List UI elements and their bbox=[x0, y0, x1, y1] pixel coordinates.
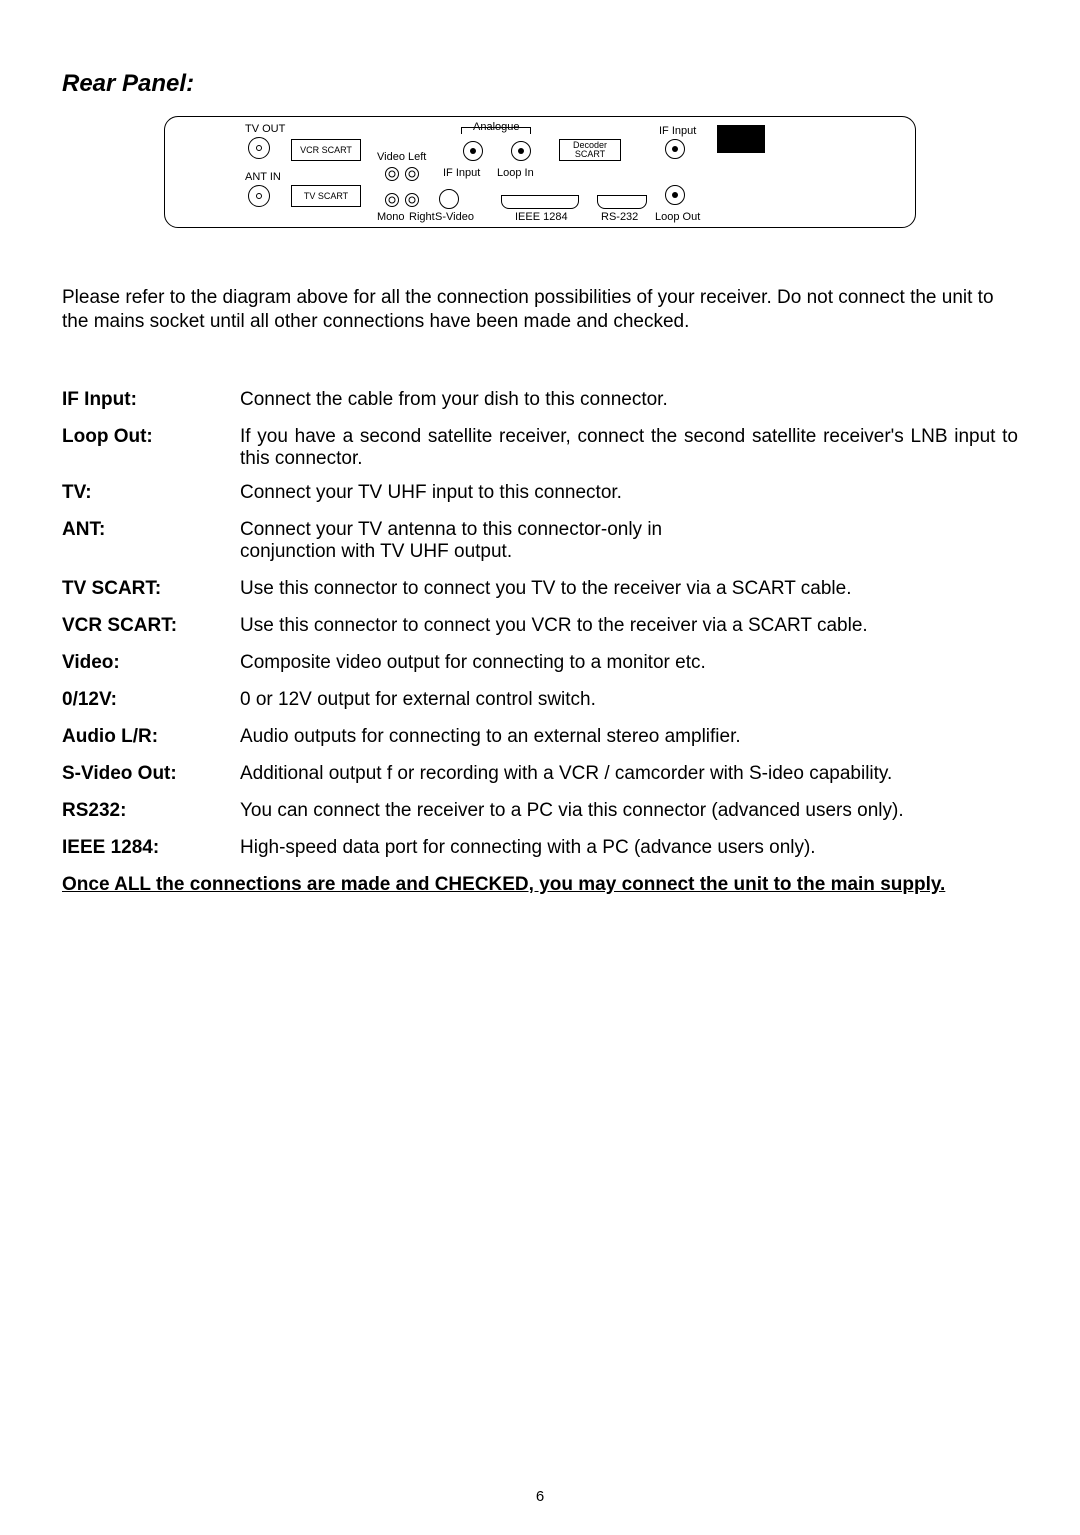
def-tvscart: TV SCART: Use this connector to connect … bbox=[62, 578, 1018, 600]
def-ifinput: IF Input: Connect the cable from your di… bbox=[62, 389, 1018, 411]
label-ieee: IEEE 1284 bbox=[515, 211, 568, 223]
rear-panel-diagram: TV OUT ANT IN VCR SCART TV SCART Video L… bbox=[164, 116, 916, 228]
port-analogue-2 bbox=[511, 141, 531, 161]
desc: Additional output f or recording with a … bbox=[240, 763, 1018, 785]
def-svideo: S-Video Out: Additional output f or reco… bbox=[62, 763, 1018, 785]
label-loopin: Loop In bbox=[497, 167, 534, 179]
label-tvout: TV OUT bbox=[245, 123, 285, 135]
port-vcrscart: VCR SCART bbox=[291, 139, 361, 161]
label-mono: Mono bbox=[377, 211, 405, 223]
label-antin: ANT IN bbox=[245, 171, 281, 183]
label-svideo: S-Video bbox=[435, 211, 474, 223]
term: Loop Out: bbox=[62, 426, 240, 448]
desc: High-speed data port for connecting with… bbox=[240, 837, 1018, 859]
desc: Connect your TV antenna to this connecto… bbox=[240, 519, 760, 563]
port-svideo bbox=[439, 189, 459, 209]
def-tv: TV: Connect your TV UHF input to this co… bbox=[62, 482, 1018, 504]
label-ifinput-2: IF Input bbox=[659, 125, 696, 137]
desc: If you have a second satellite receiver,… bbox=[240, 426, 1018, 470]
label-left: Left bbox=[408, 151, 426, 163]
port-loopout bbox=[665, 185, 685, 205]
label-ifinput: IF Input bbox=[443, 167, 480, 179]
desc: Connect your TV UHF input to this connec… bbox=[240, 482, 1018, 504]
port-rs232 bbox=[597, 195, 647, 209]
footer-warning: Once ALL the connections are made and CH… bbox=[62, 874, 1018, 896]
port-decoder-scart: Decoder SCART bbox=[559, 139, 621, 161]
desc: Audio outputs for connecting to an exter… bbox=[240, 726, 1018, 748]
label-loopout: Loop Out bbox=[655, 211, 700, 223]
port-left bbox=[405, 167, 419, 181]
label-rs232: RS-232 bbox=[601, 211, 638, 223]
port-ieee bbox=[501, 195, 579, 209]
def-ant: ANT: Connect your TV antenna to this con… bbox=[62, 519, 1018, 563]
port-ifinput bbox=[665, 139, 685, 159]
def-012v: 0/12V: 0 or 12V output for external cont… bbox=[62, 689, 1018, 711]
def-rs232: RS232: You can connect the receiver to a… bbox=[62, 800, 1018, 822]
intro-text: Please refer to the diagram above for al… bbox=[62, 286, 1018, 335]
desc: You can connect the receiver to a PC via… bbox=[240, 800, 1018, 822]
def-ieee: IEEE 1284: High-speed data port for conn… bbox=[62, 837, 1018, 859]
desc: Connect the cable from your dish to this… bbox=[240, 389, 1018, 411]
port-mono bbox=[385, 193, 399, 207]
term: IF Input: bbox=[62, 389, 240, 411]
term: Video: bbox=[62, 652, 240, 674]
port-antin bbox=[248, 185, 270, 207]
desc: Composite video output for connecting to… bbox=[240, 652, 1018, 674]
term: ANT: bbox=[62, 519, 240, 541]
desc: 0 or 12V output for external control swi… bbox=[240, 689, 1018, 711]
section-title: Rear Panel: bbox=[62, 70, 1018, 98]
desc: Use this connector to connect you VCR to… bbox=[240, 615, 1018, 637]
definitions: IF Input: Connect the cable from your di… bbox=[62, 389, 1018, 859]
term: IEEE 1284: bbox=[62, 837, 240, 859]
def-video: Video: Composite video output for connec… bbox=[62, 652, 1018, 674]
page-number: 6 bbox=[0, 1488, 1080, 1505]
term: S-Video Out: bbox=[62, 763, 240, 785]
def-vcrscart: VCR SCART: Use this connector to connect… bbox=[62, 615, 1018, 637]
term: 0/12V: bbox=[62, 689, 240, 711]
label-analogue: Analogue bbox=[473, 121, 520, 133]
power-inlet bbox=[717, 125, 765, 153]
port-tvout bbox=[248, 137, 270, 159]
def-loopout: Loop Out: If you have a second satellite… bbox=[62, 426, 1018, 470]
port-right bbox=[405, 193, 419, 207]
desc: Use this connector to connect you TV to … bbox=[240, 578, 1018, 600]
label-video: Video bbox=[377, 151, 405, 163]
port-analogue-1 bbox=[463, 141, 483, 161]
term: VCR SCART: bbox=[62, 615, 240, 637]
term: TV SCART: bbox=[62, 578, 240, 600]
term: TV: bbox=[62, 482, 240, 504]
label-right: Right bbox=[409, 211, 435, 223]
def-audiolr: Audio L/R: Audio outputs for connecting … bbox=[62, 726, 1018, 748]
port-video bbox=[385, 167, 399, 181]
term: RS232: bbox=[62, 800, 240, 822]
term: Audio L/R: bbox=[62, 726, 240, 748]
port-tvscart: TV SCART bbox=[291, 185, 361, 207]
